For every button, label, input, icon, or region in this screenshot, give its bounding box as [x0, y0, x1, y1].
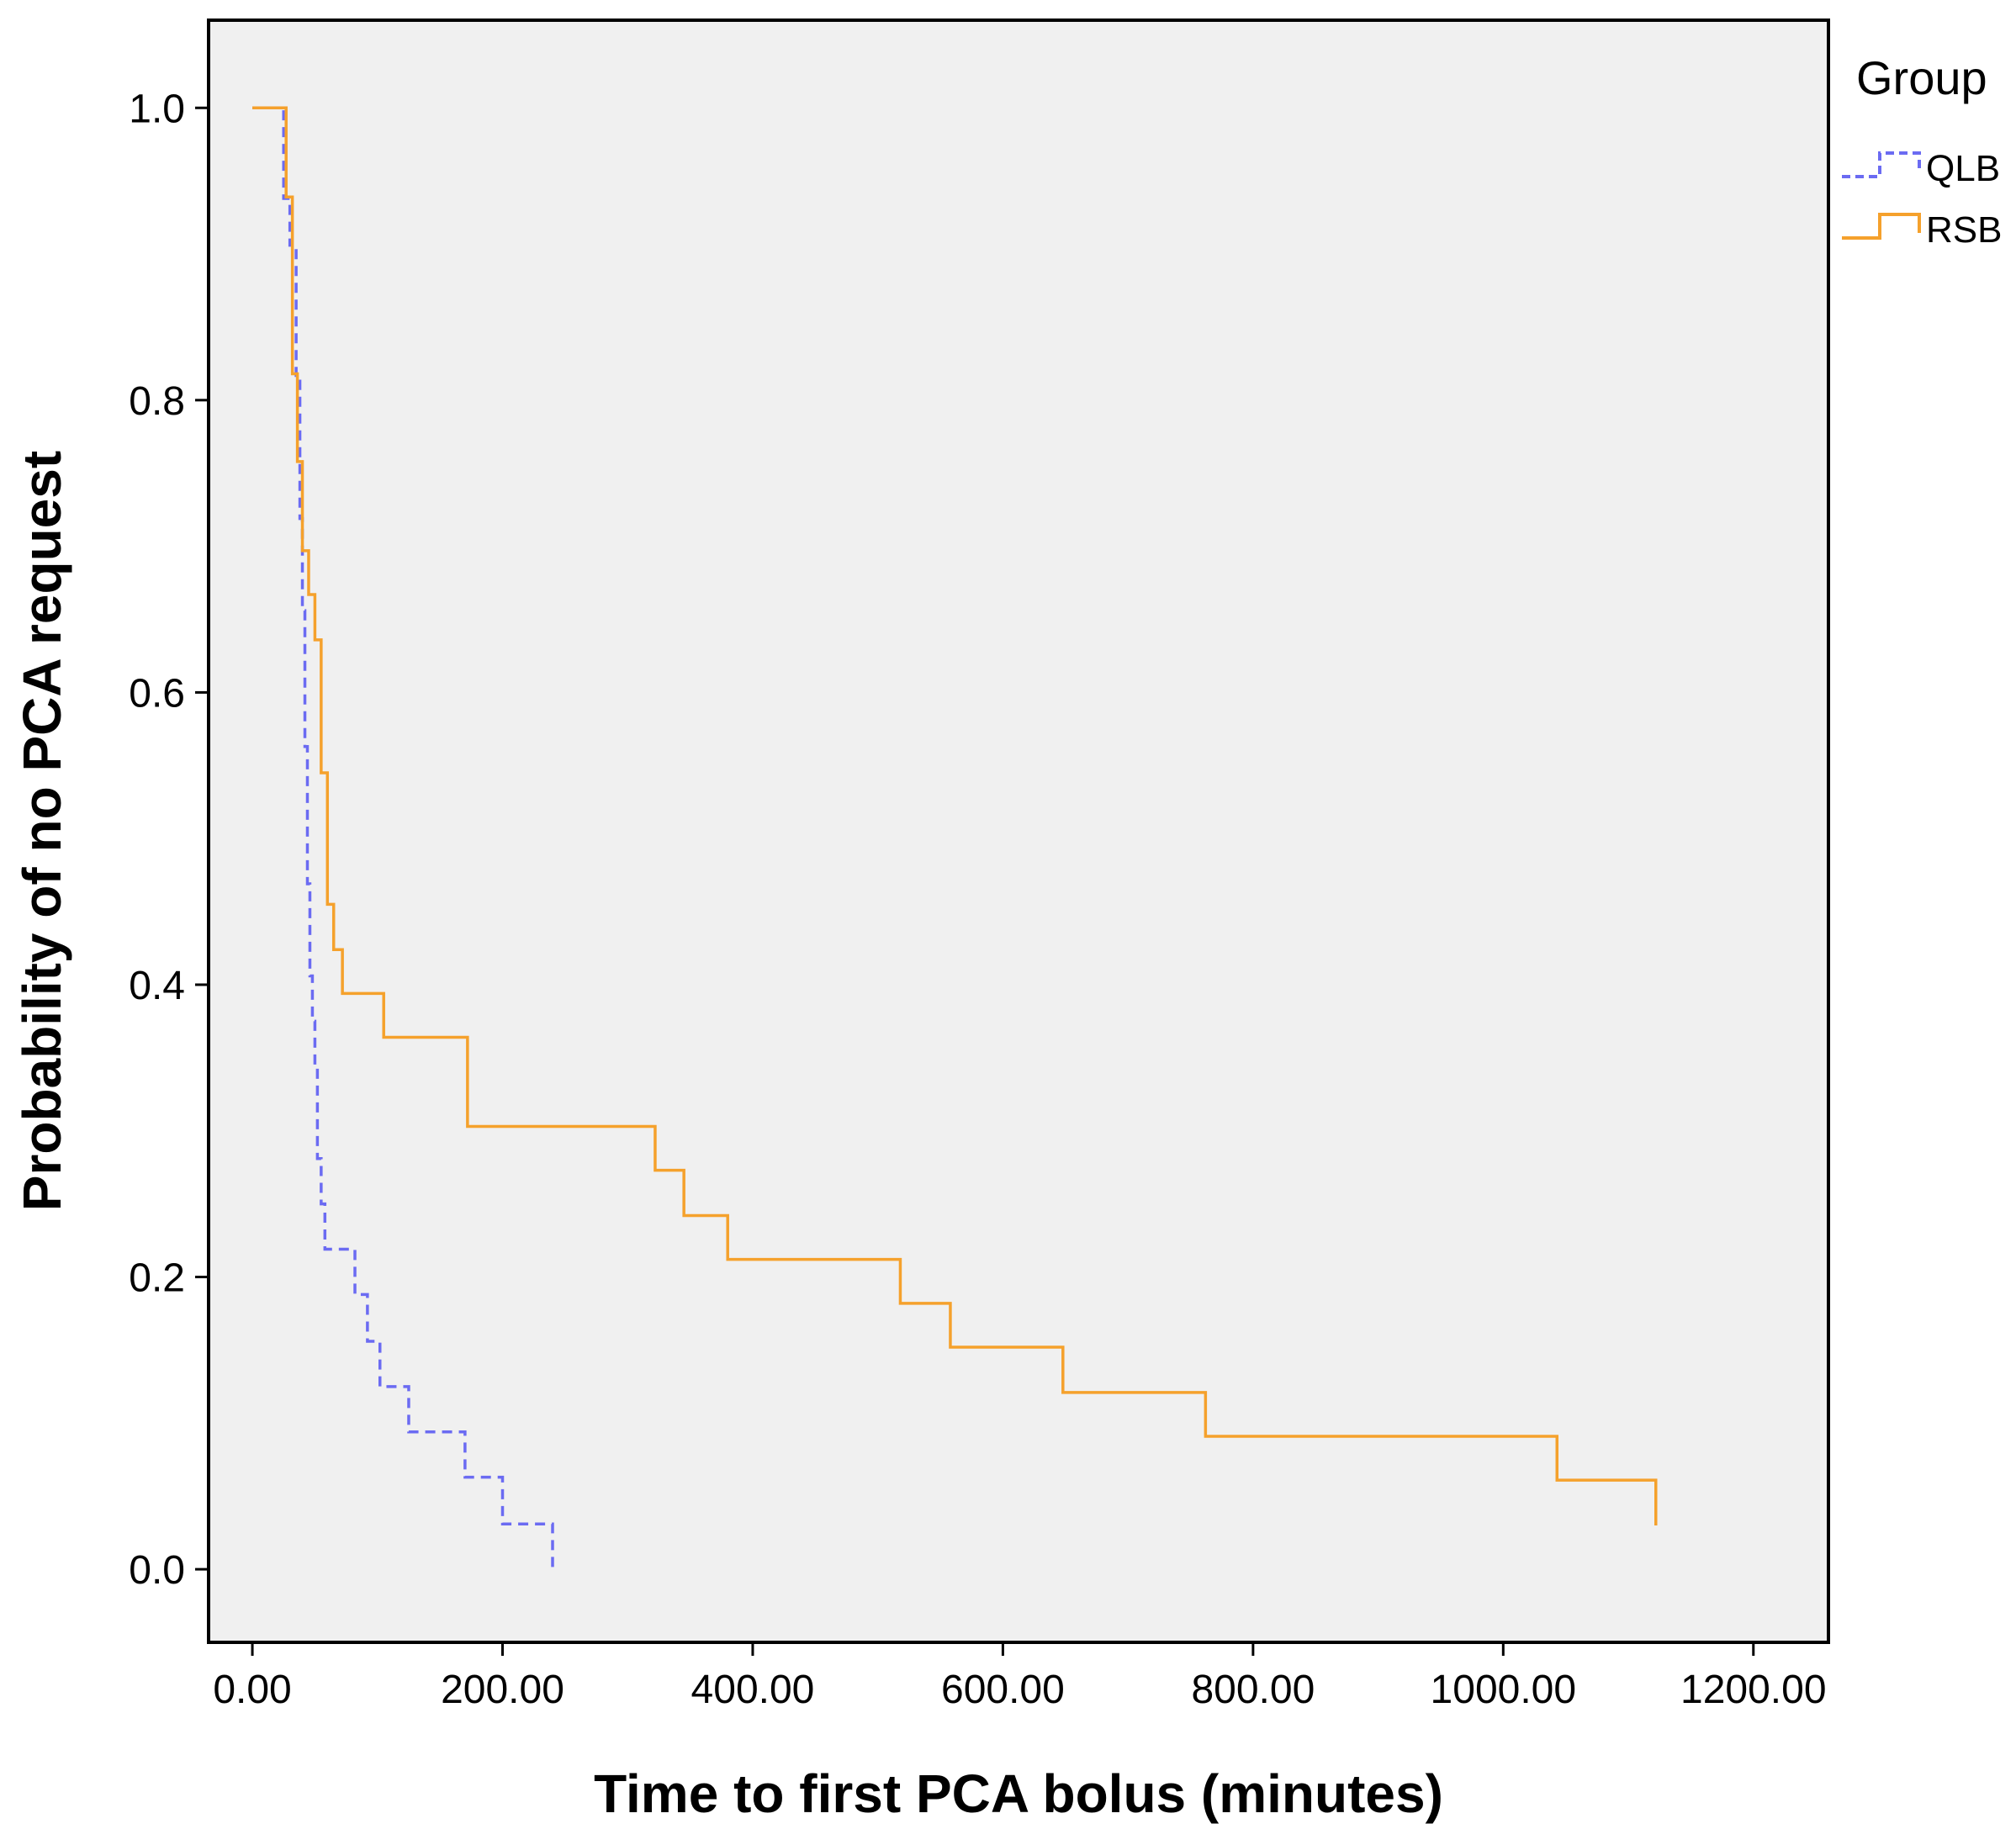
legend-label-rsb: RSB — [1926, 209, 2002, 251]
y-tick-label-5: 1.0 — [129, 87, 185, 131]
plot-area — [207, 19, 1830, 1644]
y-tick-label-1: 0.2 — [129, 1256, 185, 1301]
x-axis-title: Time to first PCA bolus (minutes) — [594, 1763, 1443, 1824]
series-line-rsb — [252, 106, 1658, 1525]
x-tick-label-3: 600.00 — [941, 1668, 1065, 1712]
x-tick-label-6: 1200.00 — [1680, 1668, 1827, 1712]
legend-swatch-qlb — [1842, 151, 1921, 178]
y-axis: 0.0 0.2 0.4 0.6 0.8 1.0 — [129, 87, 209, 1593]
x-tick-label-1: 200.00 — [441, 1668, 564, 1712]
series-layer — [252, 106, 1658, 1570]
legend-label-qlb: QLB — [1926, 148, 2000, 189]
x-tick-label-0: 0.00 — [213, 1668, 291, 1712]
x-axis: 0.00 200.00 400.00 600.00 800.00 1000.00 1200.… — [213, 1642, 1827, 1712]
series-line-qlb — [252, 106, 554, 1570]
x-tick-label-2: 400.00 — [691, 1668, 815, 1712]
x-tick-label-5: 1000.00 — [1431, 1668, 1577, 1712]
y-tick-label-3: 0.6 — [129, 671, 185, 716]
legend-title: Group — [1856, 51, 1987, 104]
y-tick-label-4: 0.8 — [129, 379, 185, 424]
legend: Group QLB RSB — [1842, 51, 2002, 251]
y-tick-label-2: 0.4 — [129, 964, 185, 1008]
y-axis-title: Probability of no PCA request — [12, 451, 72, 1211]
legend-swatch-rsb — [1842, 213, 1921, 240]
y-tick-label-0: 0.0 — [129, 1548, 185, 1593]
x-tick-label-4: 800.00 — [1191, 1668, 1315, 1712]
